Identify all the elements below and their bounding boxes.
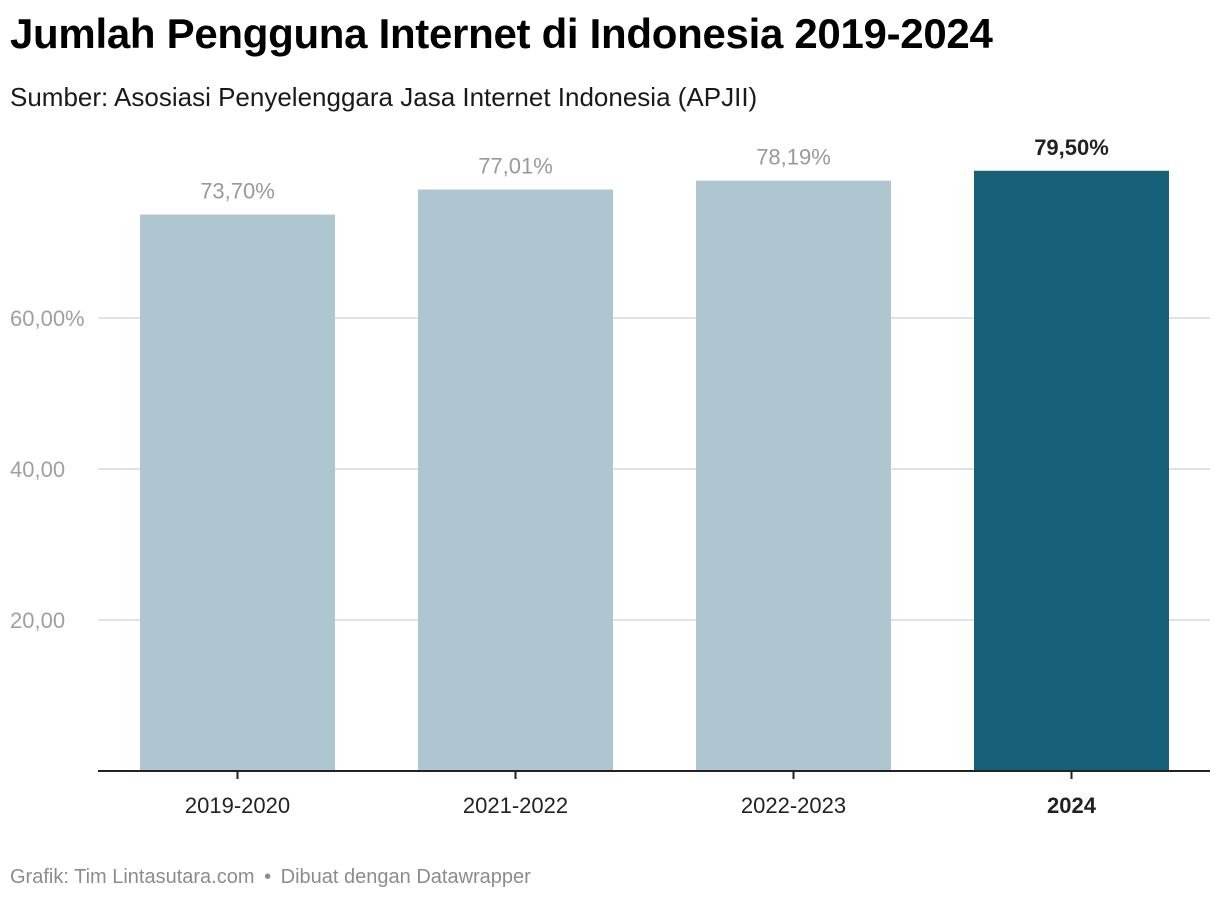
value-label: 73,70% (200, 179, 275, 204)
chart-subtitle: Sumber: Asosiasi Penyelenggara Jasa Inte… (10, 82, 758, 112)
footer-credit: Grafik: Tim Lintasutara.com (10, 866, 255, 888)
bars (140, 170, 1169, 772)
value-label: 79,50% (1034, 135, 1109, 160)
chart-title: Jumlah Pengguna Internet di Indonesia 20… (10, 10, 993, 57)
value-label: 78,19% (756, 145, 831, 170)
bar (140, 214, 335, 771)
y-tick-label: 60,00% (10, 306, 85, 331)
x-tick-label: 2019-2020 (185, 793, 290, 818)
footer-separator: • (264, 866, 272, 888)
x-tick-label: 2024 (1047, 793, 1097, 818)
bar (696, 180, 891, 771)
value-label: 77,01% (478, 154, 553, 179)
bar (418, 189, 613, 772)
footer-tool: Dibuat dengan Datawrapper (280, 866, 531, 888)
chart-footer: Grafik: Tim Lintasutara.com • Dibuat den… (10, 866, 531, 889)
x-tick-label: 2022-2023 (741, 793, 846, 818)
labels: 20,00 40,00 60,00% 73,70% 2019-2020 77,01% 202… (10, 135, 1109, 818)
y-tick-label: 20,00 (10, 608, 65, 633)
x-axis (98, 770, 1210, 779)
y-tick-label: 40,00 (10, 457, 65, 482)
x-tick-label: 2021-2022 (463, 793, 568, 818)
bar (974, 170, 1169, 771)
